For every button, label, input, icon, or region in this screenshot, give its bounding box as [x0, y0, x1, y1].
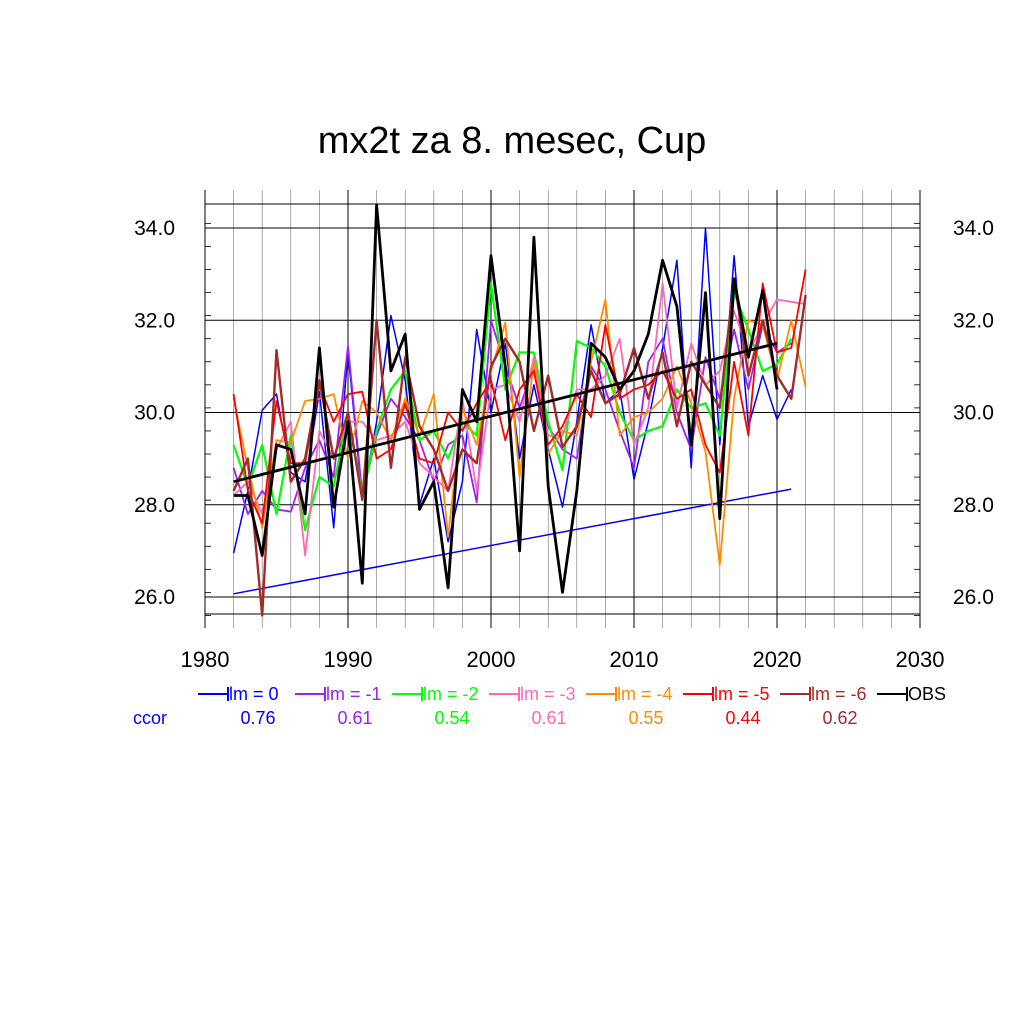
legend-swatch: [198, 693, 228, 695]
legend-label: OBS: [908, 684, 947, 704]
ccor-value: 0.61: [337, 708, 373, 728]
legend-swatch-tick: [227, 687, 229, 701]
legend-label: lm = -1: [326, 684, 382, 704]
legend-label: lm = -5: [714, 684, 770, 704]
y-tick-label-left: 28.0: [134, 494, 175, 517]
series-line-lm-0-trend: [233, 488, 792, 595]
legend-swatch-tick: [809, 687, 811, 701]
legend-swatch: [780, 693, 810, 695]
y-tick-label-left: 26.0: [134, 586, 175, 609]
ccor-label: ccor: [133, 708, 168, 728]
series-line-OBS: [233, 203, 779, 594]
legend-label: lm = -6: [811, 684, 867, 704]
legend-swatch-tick: [421, 687, 423, 701]
legend-swatch: [392, 693, 422, 695]
series-line-lm--5: [232, 269, 807, 525]
legend-swatch-tick: [324, 687, 326, 701]
y-tick-label-right: 34.0: [953, 217, 994, 240]
ccor-value: 0.54: [434, 708, 470, 728]
y-tick-label-left: 32.0: [134, 309, 175, 332]
legend-swatch-tick: [906, 687, 908, 701]
chart-legend: lm = 0 lm = -1 lm = -2 lm = -3 lm = -4 lm = -…: [0, 682, 1024, 706]
legend-swatch-tick: [712, 687, 714, 701]
ccor-row: ccor 0.76 0.61 0.54 0.61 0.55 0.44 0.62: [0, 706, 1024, 730]
y-tick-label-right: 30.0: [953, 402, 994, 425]
legend-swatch: [295, 693, 325, 695]
series-line-OBS-trend: [233, 341, 778, 484]
legend-swatch: [877, 693, 907, 695]
legend-swatch-tick: [615, 687, 617, 701]
ccor-value: 0.62: [822, 708, 858, 728]
series-line-lm--2: [232, 282, 793, 532]
legend-label: lm = -4: [617, 684, 673, 704]
ccor-value: 0.55: [628, 708, 664, 728]
x-tick-label: 1990: [324, 647, 373, 672]
x-tick-label: 2000: [467, 647, 516, 672]
ccor-value: 0.44: [725, 708, 761, 728]
series-line-lm--6: [232, 277, 807, 617]
legend-swatch: [586, 693, 616, 695]
series-line-lm--4: [232, 298, 807, 566]
legend-label: lm = -2: [423, 684, 479, 704]
x-tick-label: 1980: [181, 647, 230, 672]
legend-swatch: [683, 693, 713, 695]
y-tick-label-right: 28.0: [953, 494, 994, 517]
x-tick-label: 2010: [610, 647, 659, 672]
y-tick-label-left: 30.0: [134, 402, 175, 425]
legend-label: lm = -3: [520, 684, 576, 704]
legend-label: lm = 0: [229, 684, 279, 704]
legend-swatch-tick: [518, 687, 520, 701]
y-tick-label-right: 32.0: [953, 309, 994, 332]
x-tick-label: 2030: [896, 647, 945, 672]
ccor-value: 0.61: [531, 708, 567, 728]
x-tick-label: 2020: [753, 647, 802, 672]
y-tick-label-left: 34.0: [134, 217, 175, 240]
ccor-value: 0.76: [240, 708, 276, 728]
y-tick-label-right: 26.0: [953, 586, 994, 609]
chart-title: mx2t za 8. mesec, Cup: [317, 120, 707, 162]
legend-swatch: [489, 693, 519, 695]
